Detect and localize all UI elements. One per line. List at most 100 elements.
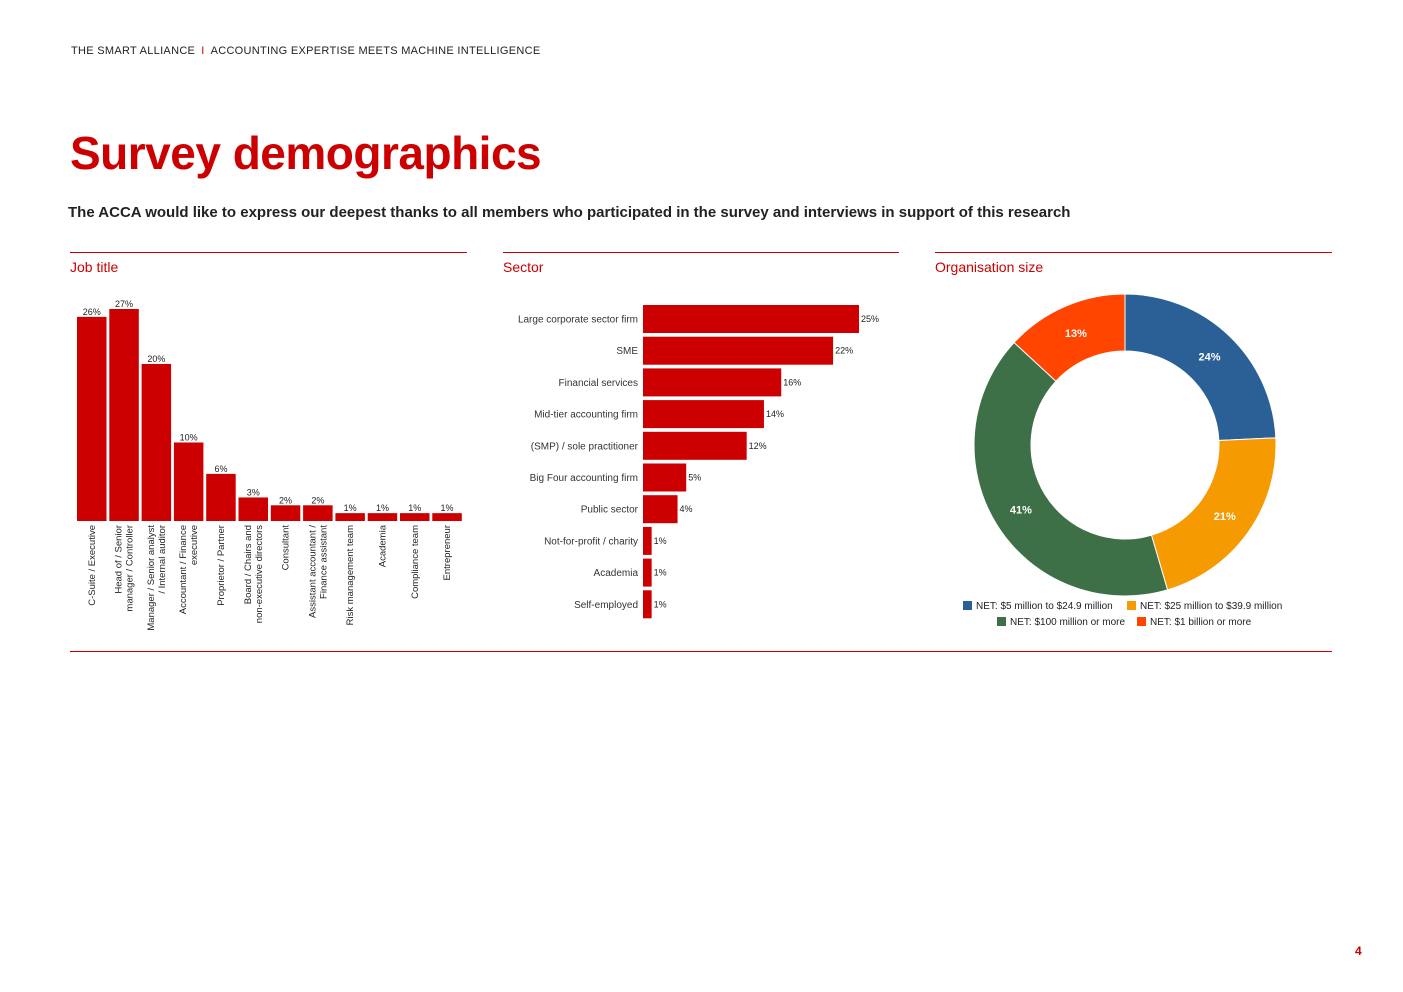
sector-bar [643, 526, 652, 555]
page-title: Survey demographics [70, 127, 542, 179]
job-title-category-label: Risk management team [345, 525, 356, 625]
org-size-data-label: 21% [1214, 511, 1236, 523]
job-title-bar [270, 505, 301, 521]
job-title-rule [70, 252, 467, 253]
sector-data-label: 25% [861, 314, 879, 324]
job-title-category-label: Entrepreneur [442, 525, 453, 580]
job-title-data-label: 1% [408, 503, 421, 513]
sector-category-label: Large corporate sector firm [518, 315, 638, 326]
sector-bar [643, 368, 782, 397]
sector-bar [643, 590, 652, 619]
org-size-chart-title: Organisation size [935, 259, 1044, 275]
page-number: 4 [1355, 944, 1362, 958]
job-title-category-label: Manager / Senior analyst [146, 525, 157, 631]
job-title-bar [109, 309, 139, 521]
page-subtitle: The ACCA would like to express our deepe… [68, 204, 1071, 221]
org-size-rule [935, 252, 1332, 253]
job-title-data-label: 10% [180, 432, 198, 442]
sector-category-label: Not-for-profit / charity [544, 536, 638, 547]
sector-bar [643, 463, 687, 492]
sector-category-label: (SMP) / sole practitioner [531, 441, 639, 452]
sector-bar [643, 431, 747, 460]
job-title-category-label: Head of / Senior [114, 525, 125, 594]
job-title-category-label: Proprietor / Partner [216, 525, 227, 606]
sector-data-label: 1% [654, 599, 667, 609]
job-title-category-label: Academia [377, 524, 388, 567]
job-title-data-label: 1% [441, 503, 454, 513]
legend-swatch [997, 617, 1006, 626]
legend-label: NET: $1 billion or more [1150, 617, 1252, 628]
org-size-slice [1124, 293, 1277, 442]
job-title-data-label: 26% [83, 307, 101, 317]
job-title-bar [77, 316, 107, 521]
sector-chart-title: Sector [503, 259, 544, 275]
org-size-data-label: 13% [1065, 328, 1087, 340]
job-title-data-label: 6% [214, 464, 227, 474]
job-title-bar [141, 363, 172, 521]
sector-data-label: 5% [688, 473, 701, 483]
header-right: ACCOUNTING EXPERTISE MEETS MACHINE INTEL… [210, 45, 541, 57]
job-title-data-label: 3% [247, 487, 260, 497]
header-left: THE SMART ALLIANCE [71, 45, 196, 57]
bottom-rule [70, 651, 1332, 652]
job-title-bar [206, 473, 236, 521]
job-title-category-label: Compliance team [410, 525, 421, 599]
job-title-category-label: Consultant [281, 525, 292, 571]
sector-category-label: Self-employed [574, 600, 638, 611]
org-size-slice [973, 341, 1169, 597]
org-size-chart: 24% 21% 41% 13% NET: $5 million to $24.9 mil… [963, 293, 1282, 628]
job-title-category-label: executive [189, 525, 200, 565]
sector-data-label: 14% [766, 409, 784, 419]
sector-bar [643, 305, 859, 333]
job-title-category-label: Accountant / Finance [178, 525, 189, 614]
legend-swatch [963, 601, 972, 610]
job-title-data-label: 20% [147, 354, 165, 364]
sector-category-label: Academia [594, 568, 639, 579]
sector-bar [643, 336, 834, 365]
sector-bar [643, 558, 652, 587]
legend-label: NET: $100 million or more [1010, 617, 1125, 628]
legend-swatch [1137, 617, 1146, 626]
sector-category-label: Financial services [559, 378, 638, 389]
legend-label: NET: $5 million to $24.9 million [976, 601, 1113, 612]
sector-data-label: 16% [783, 377, 801, 387]
sector-data-label: 12% [749, 441, 767, 451]
job-title-bar [173, 442, 204, 521]
job-title-chart: 26% C-Suite / Executive 27% Head of / Senio… [77, 299, 462, 631]
job-title-chart-title: Job title [70, 259, 119, 275]
job-title-category-label: Finance assistant [318, 525, 329, 599]
job-title-data-label: 27% [115, 299, 133, 309]
page-header: THE SMART ALLIANCE I ACCOUNTING EXPERTISE … [71, 45, 540, 57]
sector-data-label: 1% [654, 536, 667, 546]
job-title-category-label: / Internal auditor [157, 525, 168, 594]
org-size-data-label: 24% [1199, 351, 1221, 363]
job-title-category-label: C-Suite / Executive [87, 525, 98, 606]
sector-category-label: SME [616, 346, 638, 357]
job-title-data-label: 1% [376, 503, 389, 513]
job-title-bar [432, 513, 462, 521]
sector-rule [503, 252, 899, 253]
job-title-bar [238, 497, 268, 521]
job-title-data-label: 1% [344, 503, 357, 513]
job-title-category-label: Board / Chairs and [243, 525, 254, 604]
job-title-data-label: 2% [279, 495, 292, 505]
sector-data-label: 4% [680, 504, 693, 514]
job-title-bar [335, 513, 365, 521]
job-title-category-label: Assistant accountant / [307, 525, 318, 618]
header-separator: I [201, 45, 205, 57]
sector-bar [643, 400, 764, 429]
sector-category-label: Public sector [581, 505, 639, 516]
sector-bar [643, 495, 678, 524]
job-title-bar [400, 513, 430, 521]
sector-category-label: Big Four accounting firm [530, 473, 638, 484]
sector-category-label: Mid-tier accounting firm [534, 410, 638, 421]
legend-swatch [1127, 601, 1136, 610]
job-title-category-label: non-executive directors [254, 525, 265, 623]
legend-label: NET: $25 million to $39.9 million [1140, 601, 1282, 612]
job-title-bar [367, 513, 398, 521]
job-title-data-label: 2% [311, 495, 324, 505]
org-size-data-label: 41% [1010, 505, 1032, 517]
org-size-slice [1013, 293, 1126, 382]
sector-data-label: 1% [654, 568, 667, 578]
sector-data-label: 22% [835, 346, 853, 356]
